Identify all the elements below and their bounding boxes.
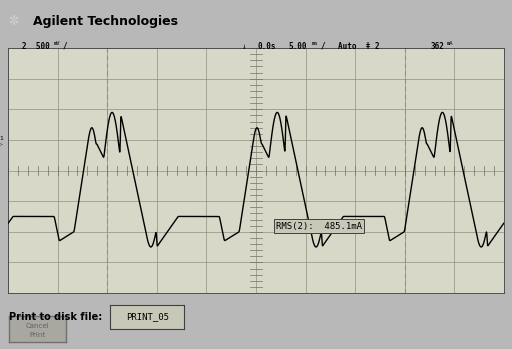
Text: 0.0s: 0.0s xyxy=(258,42,276,51)
Text: 5.00: 5.00 xyxy=(288,42,307,51)
Text: Print to disk file:: Print to disk file: xyxy=(9,312,102,322)
Text: Cancel: Cancel xyxy=(26,323,49,329)
Text: ✼: ✼ xyxy=(9,15,20,28)
Text: Agilent Technologies: Agilent Technologies xyxy=(33,15,178,28)
Text: mV: mV xyxy=(54,42,60,46)
Text: /: / xyxy=(321,42,325,51)
Text: 2  500: 2 500 xyxy=(22,42,49,51)
Text: /: / xyxy=(63,42,68,51)
Text: 362: 362 xyxy=(430,42,444,51)
Text: mA: mA xyxy=(446,42,453,46)
Text: ms: ms xyxy=(311,42,318,46)
Text: 1
▷: 1 ▷ xyxy=(0,136,3,147)
Text: PRINT_05: PRINT_05 xyxy=(126,312,168,321)
Text: Auto  ‡ 2: Auto ‡ 2 xyxy=(338,42,379,51)
Text: ↓: ↓ xyxy=(242,42,247,51)
Text: Print: Print xyxy=(29,332,46,338)
Text: RMS(2):  485.1mA: RMS(2): 485.1mA xyxy=(276,222,362,231)
